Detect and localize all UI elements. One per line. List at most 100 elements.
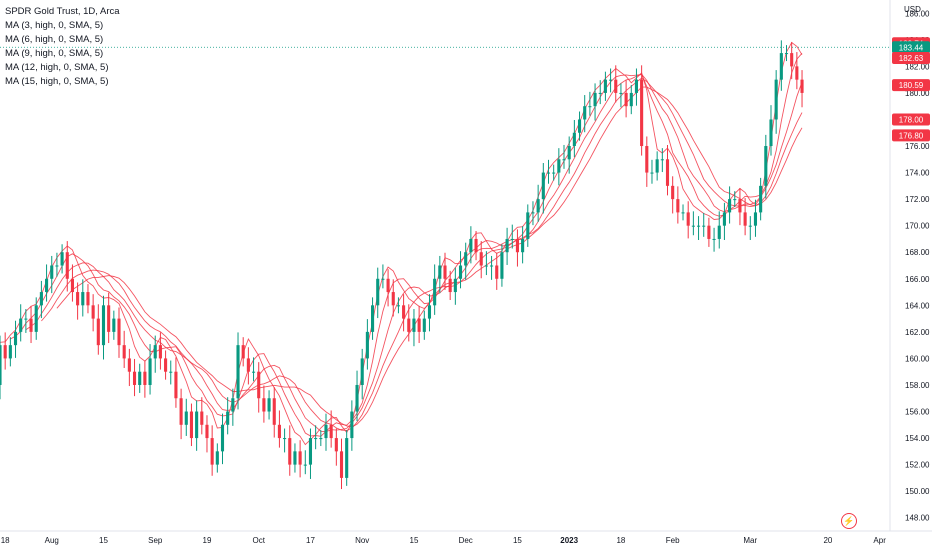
price-tick-label: 180.00	[905, 89, 930, 98]
candle-body	[495, 265, 499, 279]
candle-body	[164, 358, 168, 372]
candle-body	[365, 331, 369, 359]
candle-body	[29, 318, 33, 332]
price-tick-label: 156.00	[905, 408, 930, 417]
price-tick-label: 158.00	[905, 381, 930, 390]
candle-body	[339, 451, 344, 478]
candle-body	[195, 411, 199, 439]
time-tick-label: 20	[823, 536, 832, 545]
candle-body	[500, 252, 504, 279]
candle-body	[722, 212, 726, 226]
price-tick-label: 148.00	[905, 514, 930, 523]
candle-body	[609, 79, 613, 81]
candle-body	[334, 438, 338, 452]
candle-body	[417, 318, 421, 332]
candle-body	[143, 371, 147, 385]
candle-body	[8, 345, 12, 359]
candle-body	[314, 438, 318, 440]
currency-label: USD	[904, 5, 921, 14]
price-tick-label: 164.00	[905, 301, 930, 310]
candle-body	[189, 411, 194, 439]
candle-body	[567, 146, 571, 160]
candle-body	[127, 358, 131, 372]
candle-body	[696, 225, 701, 227]
candle-body	[13, 331, 18, 346]
candle-body	[107, 305, 111, 332]
price-tick-label: 168.00	[905, 248, 930, 257]
candle-body	[70, 278, 74, 293]
candle-body	[251, 371, 256, 373]
price-tick-label: 154.00	[905, 434, 930, 443]
time-tick-label: Apr	[873, 536, 886, 545]
candle-body	[96, 318, 100, 346]
candle-body	[308, 438, 313, 465]
candle-body	[505, 238, 509, 253]
candle-body	[76, 292, 80, 306]
candle-body	[174, 371, 178, 399]
candle-body	[412, 318, 416, 332]
candle-body	[728, 199, 732, 213]
candle-body	[702, 225, 706, 227]
candle-body	[272, 398, 276, 425]
candle-body	[676, 199, 680, 213]
price-label-box	[892, 129, 930, 142]
candle-body	[438, 265, 442, 279]
time-axis-ticks: 18 Aug 15 Sep 19 Oct 17 Nov 15 Dec 15 2023 18 Feb Mar 2…	[1, 536, 886, 545]
candle-body	[381, 278, 385, 280]
legend-ma-3[interactable]: MA (3, high, 0, SMA, 5)	[5, 20, 104, 31]
candle-body	[81, 292, 85, 306]
price-label-box	[892, 79, 930, 92]
candle-body	[753, 212, 758, 226]
candle-body	[148, 358, 152, 385]
candle-body	[691, 225, 695, 227]
candle-body	[277, 424, 281, 439]
candle-body	[552, 172, 556, 174]
candle-body	[603, 79, 607, 93]
candle-body	[407, 318, 411, 332]
candle-body	[738, 199, 742, 213]
time-tick-label: Sep	[148, 536, 163, 545]
candle-body	[583, 106, 587, 120]
candle-body	[86, 292, 90, 306]
candle-body	[158, 345, 162, 359]
lightning-icon[interactable]: ⚡	[841, 513, 857, 529]
time-tick-label: Oct	[252, 536, 265, 545]
time-tick-label: 15	[99, 536, 108, 545]
candle-body	[50, 265, 54, 279]
price-tick-label: 160.00	[905, 354, 930, 363]
price-tick-label: 150.00	[905, 487, 930, 496]
price-tick-label: 176.00	[905, 142, 930, 151]
candle-body	[39, 292, 43, 306]
legend-ma-15[interactable]: MA (15, high, 0, SMA, 5)	[5, 76, 109, 87]
legend-ma-12[interactable]: MA (12, high, 0, SMA, 5)	[5, 62, 109, 73]
candle-body	[138, 371, 142, 385]
price-label-text: 182.63	[899, 54, 924, 63]
candle-body	[717, 225, 721, 239]
candle-body	[0, 345, 2, 385]
candle-body	[236, 345, 240, 399]
candle-body	[479, 252, 483, 266]
candle-body	[65, 252, 69, 279]
candle-body	[598, 92, 602, 94]
candle-body	[210, 438, 214, 465]
candle-body	[205, 424, 209, 439]
time-tick-label: 15	[410, 536, 419, 545]
price-label-box	[892, 113, 930, 126]
candle-body	[541, 172, 545, 200]
legend-ma-6[interactable]: MA (6, high, 0, SMA, 5)	[5, 34, 104, 45]
legend-ma-9[interactable]: MA (9, high, 0, SMA, 5)	[5, 48, 104, 59]
time-tick-label: Nov	[355, 536, 369, 545]
candle-body	[371, 305, 375, 332]
candle-body	[241, 345, 245, 359]
time-tick-label: 18	[616, 536, 625, 545]
legend-title[interactable]: SPDR Gold Trust, 1D, Arca	[5, 6, 120, 17]
candle-body	[200, 411, 204, 425]
candle-body	[324, 424, 328, 439]
candle-body	[453, 278, 457, 293]
candle-body	[707, 225, 711, 239]
candle-body	[624, 92, 628, 107]
candle-body	[153, 345, 157, 359]
candle-body	[790, 53, 794, 67]
